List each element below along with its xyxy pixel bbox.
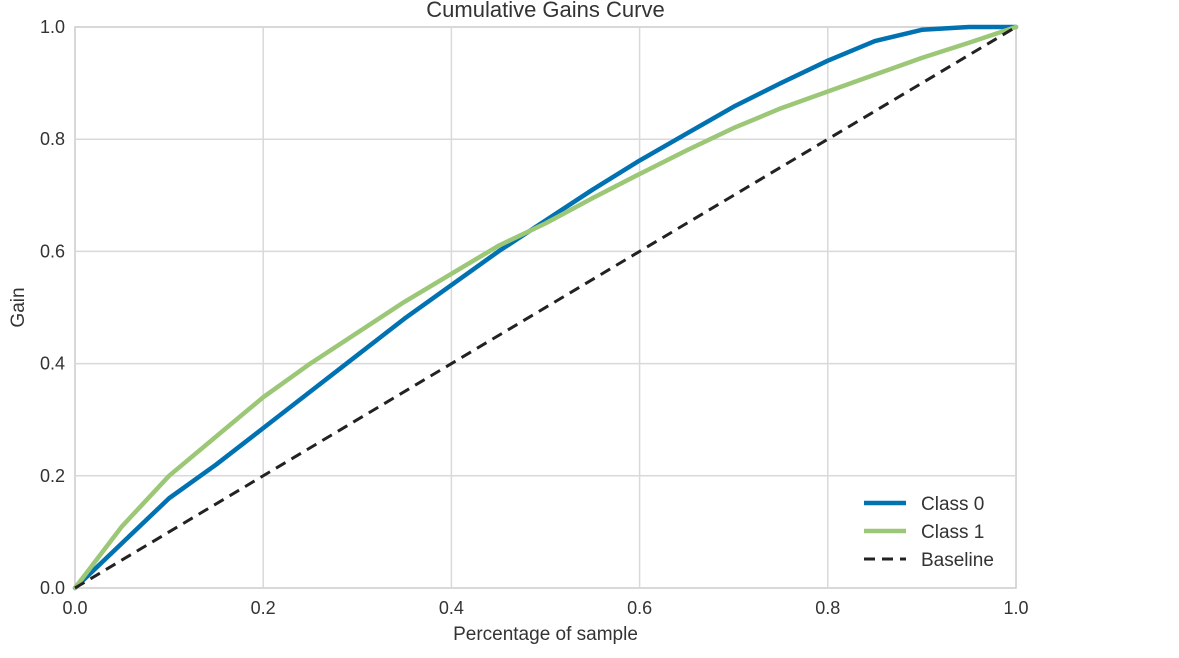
series-line-class-1 xyxy=(72,24,1019,591)
y-tick-label: 0.0 xyxy=(40,578,65,598)
legend-label: Class 0 xyxy=(921,494,984,515)
legend-label: Baseline xyxy=(921,550,994,571)
y-tick-label: 0.6 xyxy=(40,241,65,261)
grid-lines xyxy=(75,27,1016,588)
x-tick-label: 0.8 xyxy=(815,598,840,618)
x-tick-label: 1.0 xyxy=(1003,598,1028,618)
tick-labels: 0.0 0.2 0.4 0.6 0.8 1.0 0.0 0.2 0.4 0.6 0.8 1.0 xyxy=(40,17,1029,618)
series-line-baseline xyxy=(74,25,1017,590)
x-tick-label: 0.2 xyxy=(251,598,276,618)
series-line-class-0 xyxy=(72,24,1019,591)
series-lines xyxy=(72,24,1019,591)
y-axis-title: Gain xyxy=(8,287,29,327)
chart-title: Cumulative Gains Curve xyxy=(426,0,664,22)
y-tick-label: 0.2 xyxy=(40,466,65,486)
y-tick-label: 1.0 xyxy=(40,17,65,37)
y-tick-label: 0.8 xyxy=(40,129,65,149)
legend-label: Class 1 xyxy=(921,522,984,543)
legend: Class 0 Class 1 Baseline xyxy=(864,494,994,571)
x-tick-label: 0.4 xyxy=(439,598,464,618)
x-tick-label: 0.0 xyxy=(62,598,87,618)
x-axis-title: Percentage of sample xyxy=(453,624,638,645)
x-tick-label: 0.6 xyxy=(627,598,652,618)
y-tick-label: 0.4 xyxy=(40,354,65,374)
